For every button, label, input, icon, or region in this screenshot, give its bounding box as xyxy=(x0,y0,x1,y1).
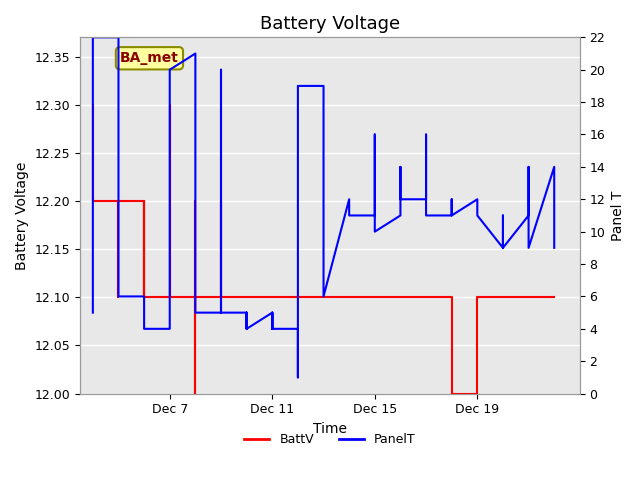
Text: BA_met: BA_met xyxy=(120,51,179,65)
Legend: BattV, PanelT: BattV, PanelT xyxy=(239,429,420,452)
Y-axis label: Panel T: Panel T xyxy=(611,190,625,240)
Y-axis label: Battery Voltage: Battery Voltage xyxy=(15,161,29,270)
Title: Battery Voltage: Battery Voltage xyxy=(260,15,400,33)
X-axis label: Time: Time xyxy=(313,422,347,436)
